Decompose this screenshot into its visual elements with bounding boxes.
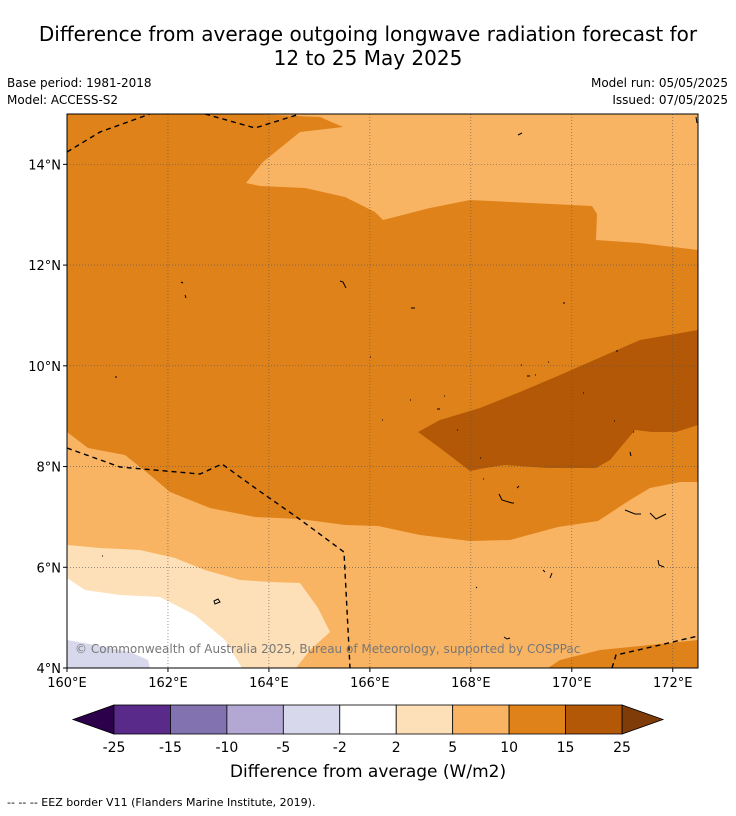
x-tick-label: 166°E	[350, 676, 390, 691]
colorbar-segment	[395, 704, 454, 735]
x-tick-label: 160°E	[47, 676, 87, 691]
colorbar-segment	[226, 704, 284, 735]
band-neutral	[67, 578, 242, 668]
x-tick-label: 164°E	[249, 676, 289, 691]
band-15-25-east	[418, 330, 698, 471]
colorbar-tick-label: -5	[276, 740, 290, 756]
x-tick-label: 168°E	[451, 676, 491, 691]
band-minus-5-minus-2	[67, 640, 150, 668]
colorbar	[71, 704, 665, 735]
title-line-1: Difference from average outgoing longwav…	[38, 22, 698, 46]
map-frame	[66, 113, 699, 669]
meta-left: Base period: 1981-2018 Model: ACCESS-S2	[7, 75, 152, 109]
forecast-field: © Commonwealth of Australia 2025, Bureau…	[67, 114, 698, 668]
colorbar-tick-label: 10	[500, 740, 518, 756]
x-axis: 160°E 162°E 164°E 166°E 168°E 170°E 172°E	[47, 668, 693, 691]
colorbar-segment	[113, 704, 171, 735]
colorbar-tick-label: 25	[613, 740, 631, 756]
band-5-10-north	[246, 114, 698, 250]
y-tick-label: 10°N	[28, 360, 61, 375]
copyright-text: © Commonwealth of Australia 2025, Bureau…	[75, 642, 580, 656]
eez-borders	[67, 114, 698, 668]
coastline-islands	[102, 116, 698, 640]
colorbar-tick-label: -15	[159, 740, 182, 756]
colorbar-segment	[452, 704, 510, 735]
issued-date: Issued: 07/05/2025	[612, 93, 728, 107]
eez-legend-note: -- -- -- EEZ border V11 (Flanders Marine…	[7, 796, 316, 809]
colorbar-ticks: -25 -15 -10 -5 -2 2 5 10 15 25	[103, 740, 631, 756]
colorbar-segment	[282, 704, 341, 735]
colorbar-tick-label: 2	[392, 740, 401, 756]
title-line-2: 12 to 25 May 2025	[273, 46, 463, 70]
colorbar-tick-label: -25	[103, 740, 126, 756]
base-period: Base period: 1981-2018	[7, 76, 152, 90]
y-tick-label: 14°N	[28, 158, 61, 173]
colorbar-segment	[565, 704, 623, 735]
x-tick-label: 170°E	[552, 676, 592, 691]
x-tick-label: 162°E	[148, 676, 188, 691]
y-tick-label: 12°N	[28, 259, 61, 274]
model-run: Model run: 05/05/2025	[590, 76, 728, 90]
colorbar-extend-low	[71, 704, 115, 735]
colorbar-segment	[339, 704, 397, 735]
y-tick-label: 4°N	[37, 662, 62, 677]
colorbar-segment	[170, 704, 228, 735]
y-tick-label: 8°N	[37, 461, 62, 476]
gridlines	[67, 114, 698, 668]
colorbar-tick-label: -2	[333, 740, 347, 756]
model-name: Model: ACCESS-S2	[7, 93, 119, 107]
y-tick-label: 6°N	[37, 561, 62, 576]
chart-title: Difference from average outgoing longwav…	[0, 22, 736, 70]
y-axis: 4°N 6°N 8°N 10°N 12°N 14°N	[28, 158, 67, 677]
colorbar-tick-label: 15	[557, 740, 575, 756]
colorbar-segment	[508, 704, 566, 735]
x-tick-label: 172°E	[653, 676, 693, 691]
colorbar-extend-high	[621, 704, 665, 735]
meta-right: Model run: 05/05/2025 Issued: 07/05/2025	[591, 75, 728, 109]
colorbar-tick-label: -10	[215, 740, 238, 756]
colorbar-label: Difference from average (W/m2)	[229, 762, 507, 782]
colorbar-tick-label: 5	[448, 740, 457, 756]
